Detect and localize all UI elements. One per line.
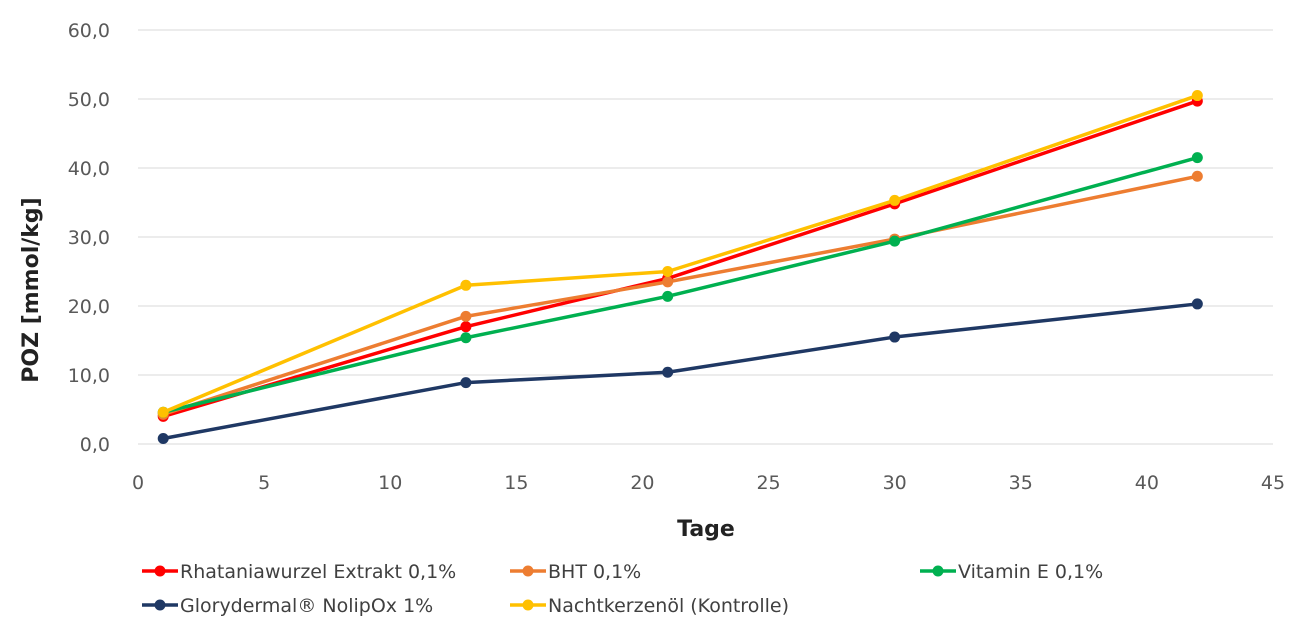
y-tick-label: 20,0: [68, 296, 110, 318]
x-tick-label: 25: [756, 472, 780, 494]
y-tick-label: 50,0: [68, 89, 110, 111]
series-line: [161, 174, 1200, 417]
y-tick-label: 60,0: [68, 20, 110, 42]
data-point: [662, 366, 674, 378]
legend-swatch-marker: [522, 565, 534, 577]
x-tick-label: 30: [883, 472, 907, 494]
data-point: [460, 332, 472, 344]
y-tick-label: 10,0: [68, 365, 110, 387]
data-point: [460, 310, 472, 322]
y-tick-label: 0,0: [80, 434, 110, 456]
y-tick-label: 30,0: [68, 227, 110, 249]
legend-label: Glorydermal® NolipOx 1%: [180, 595, 433, 617]
data-point: [1191, 170, 1203, 182]
legend-label: Nachtkerzenöl (Kontrolle): [548, 595, 789, 617]
data-point: [460, 377, 472, 389]
legend-label: Rhataniawurzel Extrakt 0,1%: [180, 561, 456, 583]
data-point: [460, 279, 472, 291]
x-axis-ticks: 0 5 10 15 20 25 30 35 40 45: [132, 472, 1285, 494]
data-point: [662, 266, 674, 277]
grid-lines: [138, 29, 1273, 445]
x-tick-label: 45: [1261, 472, 1285, 494]
legend-item: Vitamin E 0,1%: [920, 561, 1103, 583]
x-tick-label: 35: [1009, 472, 1033, 494]
legend-swatch-marker: [154, 599, 166, 611]
data-point: [889, 331, 901, 343]
x-tick-label: 0: [132, 472, 144, 494]
data-point: [1191, 152, 1203, 164]
legend-item: Rhataniawurzel Extrakt 0,1%: [142, 561, 456, 583]
legend-swatch-marker: [522, 599, 534, 611]
y-axis-ticks: 0,0 10,0 20,0 30,0 40,0 50,0 60,0: [68, 20, 110, 456]
data-point: [1191, 90, 1203, 102]
data-point: [157, 406, 169, 418]
data-point: [889, 235, 901, 247]
y-axis-title: POZ [mmol/kg]: [19, 197, 44, 382]
x-tick-label: 5: [258, 472, 270, 494]
x-tick-label: 15: [504, 472, 528, 494]
x-tick-label: 40: [1135, 472, 1159, 494]
data-point: [662, 276, 674, 288]
data-point: [1191, 298, 1203, 310]
data-point: [662, 290, 674, 302]
x-tick-label: 20: [630, 472, 654, 494]
legend-swatch-marker: [932, 565, 944, 577]
series-line: [161, 155, 1200, 415]
legend-item: Glorydermal® NolipOx 1%: [142, 595, 433, 617]
series-lines: [157, 90, 1203, 444]
data-point: [157, 432, 169, 444]
legend-item: Nachtkerzenöl (Kontrolle): [510, 595, 789, 617]
x-tick-label: 10: [378, 472, 402, 494]
legend-swatch-marker: [154, 565, 166, 577]
data-point: [460, 321, 472, 333]
legend-item: BHT 0,1%: [510, 561, 641, 583]
x-axis-title: Tage: [677, 517, 735, 542]
y-tick-label: 40,0: [68, 158, 110, 180]
legend: Rhataniawurzel Extrakt 0,1% BHT 0,1% Vitam…: [142, 561, 1103, 617]
legend-label: Vitamin E 0,1%: [958, 561, 1103, 583]
data-point: [889, 194, 901, 206]
legend-label: BHT 0,1%: [548, 561, 641, 583]
